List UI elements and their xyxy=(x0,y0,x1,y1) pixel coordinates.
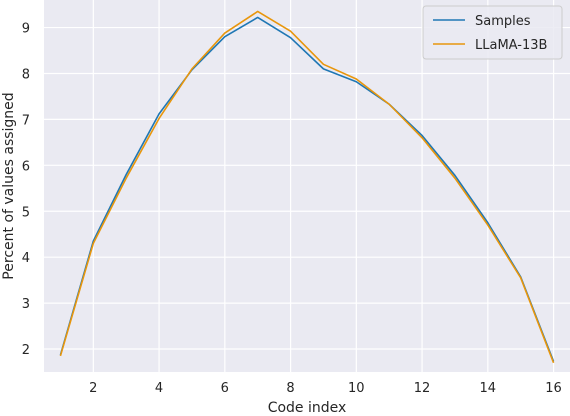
x-axis-ticks: 2 4 6 8 10 12 14 16 xyxy=(89,381,562,396)
series-line-llama-13b xyxy=(59,10,555,364)
legend: Samples LLaMA-13B xyxy=(422,5,563,60)
gridlines xyxy=(44,0,570,372)
x-tick-label: 10 xyxy=(348,381,365,396)
x-axis-label: Code index xyxy=(268,400,347,416)
x-tick-label: 12 xyxy=(414,381,431,396)
x-tick-label: 2 xyxy=(89,381,97,396)
x-tick-label: 6 xyxy=(221,381,229,396)
plot-background xyxy=(44,0,570,372)
y-tick-label: 7 xyxy=(22,113,30,128)
series-lines xyxy=(59,10,555,364)
y-tick-label: 6 xyxy=(22,159,30,174)
x-tick-label: 14 xyxy=(480,381,497,396)
y-axis-ticks: 2 3 4 5 6 7 8 9 xyxy=(22,22,30,358)
y-tick-label: 2 xyxy=(22,343,30,358)
legend-label-samples: Samples xyxy=(475,14,531,29)
x-tick-label: 8 xyxy=(286,381,294,396)
x-tick-label: 16 xyxy=(545,381,562,396)
y-tick-label: 4 xyxy=(22,251,30,266)
x-tick-label: 4 xyxy=(155,381,163,396)
y-tick-label: 9 xyxy=(22,22,30,37)
series-line-samples xyxy=(59,16,555,362)
y-tick-label: 8 xyxy=(22,67,30,82)
y-tick-label: 5 xyxy=(22,205,30,220)
y-tick-label: 3 xyxy=(22,297,30,312)
y-axis-label: Percent of values assigned xyxy=(1,92,17,279)
legend-label-llama-13b: LLaMA-13B xyxy=(475,38,547,53)
